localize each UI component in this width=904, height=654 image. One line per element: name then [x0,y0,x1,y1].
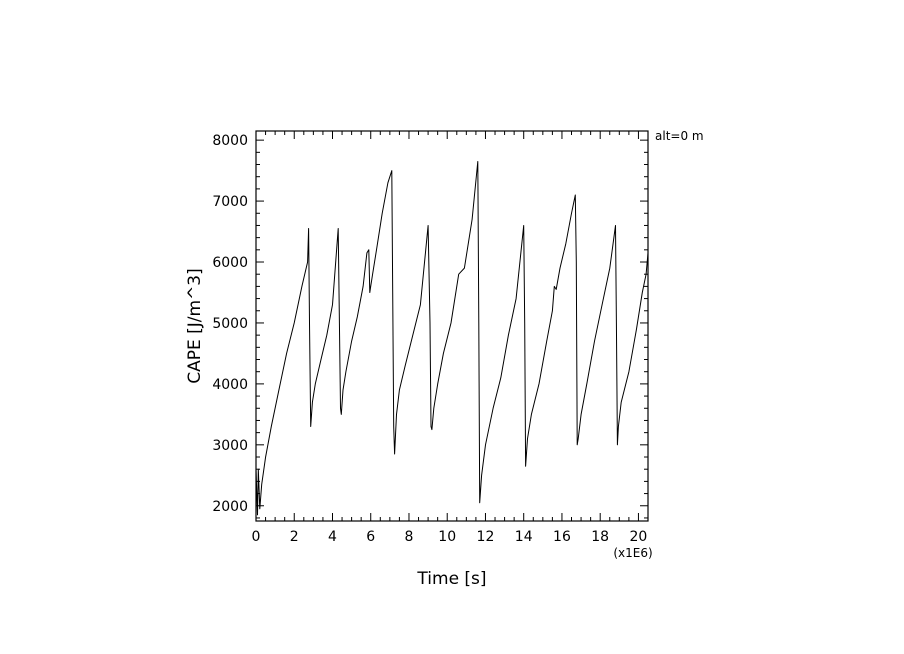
x-tick-labels: 0 2 4 6 8 10 12 14 16 18 20 [252,529,648,545]
x-tick-label: 16 [553,529,571,545]
y-tick-label: 4000 [212,377,248,393]
x-tick-label: 0 [252,529,261,545]
series-layer [255,161,649,516]
x-tick-label: 6 [366,529,375,545]
x-tick-label: 2 [290,529,299,545]
y-tick-labels: 2000 3000 4000 5000 6000 7000 8000 [212,133,248,515]
x-tick-label: 10 [438,529,456,545]
x-tick-label: 8 [405,529,414,545]
plot-area-frame [255,130,649,522]
x-axis-multiplier: (x1E6) [613,546,652,560]
tick-marks [255,131,649,521]
x-tick-label: 4 [328,529,337,545]
x-tick-label: 12 [477,529,495,545]
y-tick-label: 8000 [212,133,248,149]
y-tick-label: 3000 [212,438,248,454]
y-tick-label: 5000 [212,316,248,332]
x-tick-label: 14 [515,529,533,545]
series-line-cape [255,161,649,516]
x-tick-label: 18 [591,529,609,545]
y-tick-label: 6000 [212,255,248,271]
y-axis-title: CAPE [J/m^3] [185,268,205,384]
altitude-annotation: alt=0 m [655,129,704,143]
x-axis-title: Time [s] [416,569,486,589]
y-tick-label: 2000 [212,499,248,515]
x-tick-label: 20 [630,529,648,545]
y-tick-label: 7000 [212,194,248,210]
